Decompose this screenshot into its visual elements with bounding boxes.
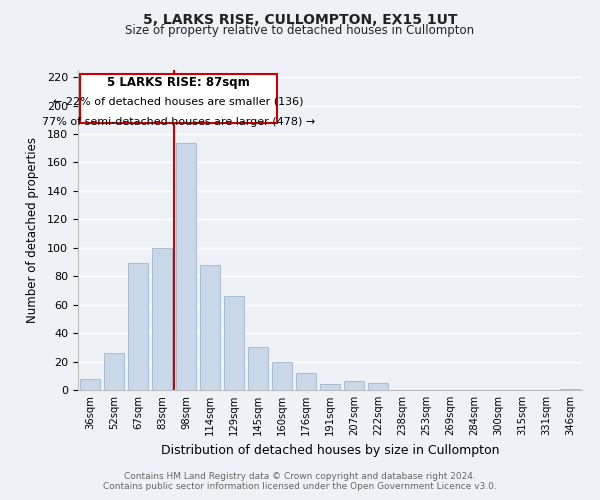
Bar <box>200 265 220 390</box>
Text: ← 22% of detached houses are smaller (136): ← 22% of detached houses are smaller (13… <box>53 96 304 106</box>
Text: 5, LARKS RISE, CULLOMPTON, EX15 1UT: 5, LARKS RISE, CULLOMPTON, EX15 1UT <box>143 12 457 26</box>
Bar <box>368 383 388 390</box>
X-axis label: Distribution of detached houses by size in Cullompton: Distribution of detached houses by size … <box>161 444 499 456</box>
Bar <box>104 353 124 390</box>
Text: 5 LARKS RISE: 87sqm: 5 LARKS RISE: 87sqm <box>107 76 250 89</box>
Text: Size of property relative to detached houses in Cullompton: Size of property relative to detached ho… <box>125 24 475 37</box>
Bar <box>152 248 172 390</box>
Bar <box>320 384 340 390</box>
Bar <box>296 373 316 390</box>
Bar <box>224 296 244 390</box>
Bar <box>560 388 580 390</box>
Text: Contains HM Land Registry data © Crown copyright and database right 2024.: Contains HM Land Registry data © Crown c… <box>124 472 476 481</box>
Text: 77% of semi-detached houses are larger (478) →: 77% of semi-detached houses are larger (… <box>42 118 315 128</box>
Y-axis label: Number of detached properties: Number of detached properties <box>26 137 38 323</box>
Bar <box>128 264 148 390</box>
Bar <box>272 362 292 390</box>
Bar <box>80 378 100 390</box>
Bar <box>344 382 364 390</box>
Bar <box>176 142 196 390</box>
Text: Contains public sector information licensed under the Open Government Licence v3: Contains public sector information licen… <box>103 482 497 491</box>
Bar <box>248 348 268 390</box>
FancyBboxPatch shape <box>80 74 277 122</box>
